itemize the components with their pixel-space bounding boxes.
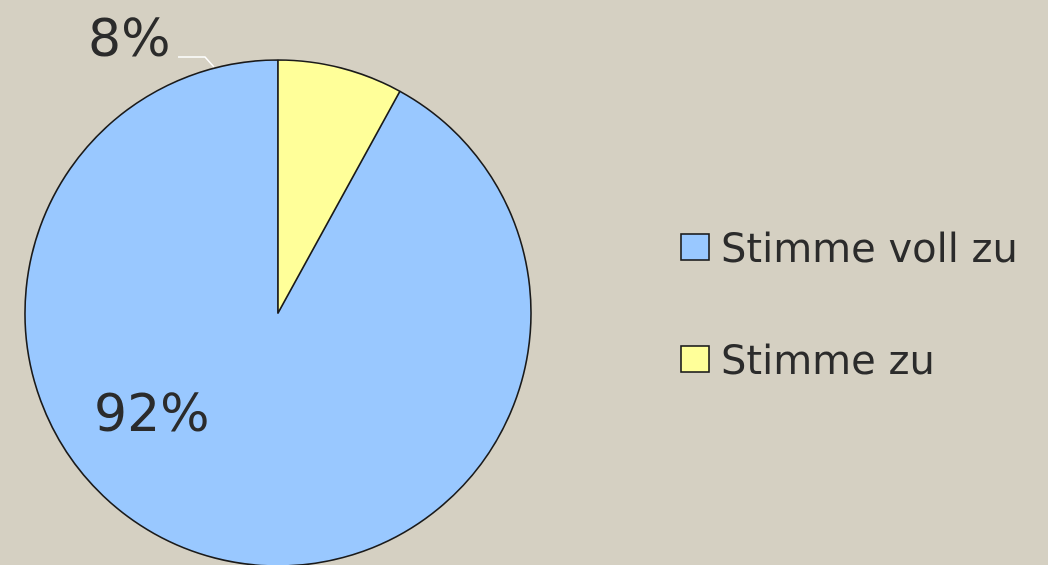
data-label-stimme-voll-zu: 92%: [94, 384, 210, 444]
legend-label-stimme-zu: Stimme zu: [721, 338, 935, 384]
legend-swatch-stimme-zu: [680, 345, 710, 373]
legend: Stimme voll zu Stimme zu: [680, 226, 1018, 384]
legend-label-stimme-voll-zu: Stimme voll zu: [721, 226, 1018, 272]
legend-item-stimme-zu: Stimme zu: [680, 338, 935, 384]
pie-slices: [24, 59, 532, 565]
pie-slice-stimme-zu: [277, 59, 401, 314]
leader-line-stimme-zu: [178, 56, 215, 68]
legend-item-stimme-voll-zu: Stimme voll zu: [680, 226, 1018, 272]
data-label-stimme-zu: 8%: [88, 9, 171, 69]
legend-swatch-stimme-voll-zu: [680, 233, 710, 261]
